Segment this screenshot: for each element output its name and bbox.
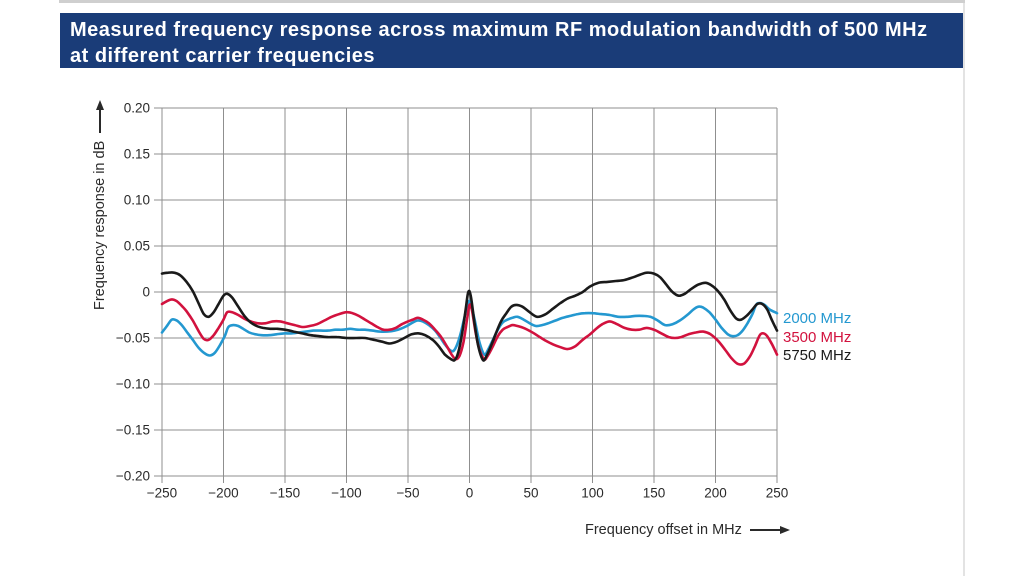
x-tick-label: −250 bbox=[147, 486, 177, 501]
y-tick-label: 0.05 bbox=[124, 239, 150, 254]
x-tick-label: −50 bbox=[397, 486, 420, 501]
x-tick-label: 250 bbox=[766, 486, 789, 501]
axis-ticks bbox=[154, 107, 778, 483]
x-tick-label: −200 bbox=[208, 486, 238, 501]
x-tick-labels: −250 −200 −150 −100 −50 0 50 100 150 200 250 bbox=[147, 486, 788, 501]
y-tick-label: 0.20 bbox=[124, 101, 150, 116]
series-line-5750-mhz bbox=[160, 271, 779, 362]
legend-item-5750-mhz: 5750 MHz bbox=[783, 347, 852, 364]
legend-item-2000-mhz: 2000 MHz bbox=[783, 310, 852, 327]
y-tick-label: −0.05 bbox=[116, 331, 150, 346]
y-axis-title: Frequency response in dB bbox=[90, 100, 110, 310]
x-tick-label: −150 bbox=[270, 486, 300, 501]
x-tick-label: 50 bbox=[523, 486, 538, 501]
x-axis-arrow-line bbox=[749, 529, 780, 531]
y-tick-label: −0.15 bbox=[116, 423, 150, 438]
x-tick-label: 100 bbox=[581, 486, 604, 501]
page-edge-right bbox=[963, 3, 965, 576]
y-axis-arrow-line bbox=[99, 110, 101, 133]
page-edge-top bbox=[59, 0, 965, 3]
y-tick-label: −0.20 bbox=[116, 469, 150, 484]
y-tick-labels: 0.20 0.15 0.10 0.05 0 −0.05 −0.10 −0.15 −0.20 bbox=[116, 101, 150, 484]
y-tick-label: 0.15 bbox=[124, 147, 150, 162]
series-lines bbox=[160, 271, 779, 366]
y-axis-title-text: Frequency response in dB bbox=[92, 140, 108, 310]
y-tick-label: −0.10 bbox=[116, 377, 150, 392]
y-axis-arrow-icon bbox=[96, 100, 104, 110]
chart-legend: 2000 MHz 3500 MHz 5750 MHz bbox=[783, 310, 851, 366]
chart-title-line2: at different carrier frequencies bbox=[70, 45, 375, 67]
x-tick-label: 200 bbox=[704, 486, 727, 501]
x-tick-label: 0 bbox=[466, 486, 474, 501]
x-axis-arrow-icon bbox=[779, 526, 790, 534]
y-tick-label: 0.10 bbox=[124, 193, 150, 208]
chart-title-bar: Measured frequency response across maxim… bbox=[60, 13, 963, 68]
legend-item-3500-mhz: 3500 MHz bbox=[783, 328, 852, 346]
x-tick-label: −100 bbox=[331, 486, 361, 501]
y-tick-label: 0 bbox=[142, 285, 150, 300]
x-tick-label: 150 bbox=[643, 486, 666, 501]
x-axis-title-text: Frequency offset in MHz bbox=[585, 522, 742, 538]
x-axis-title: Frequency offset in MHz bbox=[585, 521, 790, 539]
chart-title-line1: Measured frequency response across maxim… bbox=[70, 19, 928, 41]
